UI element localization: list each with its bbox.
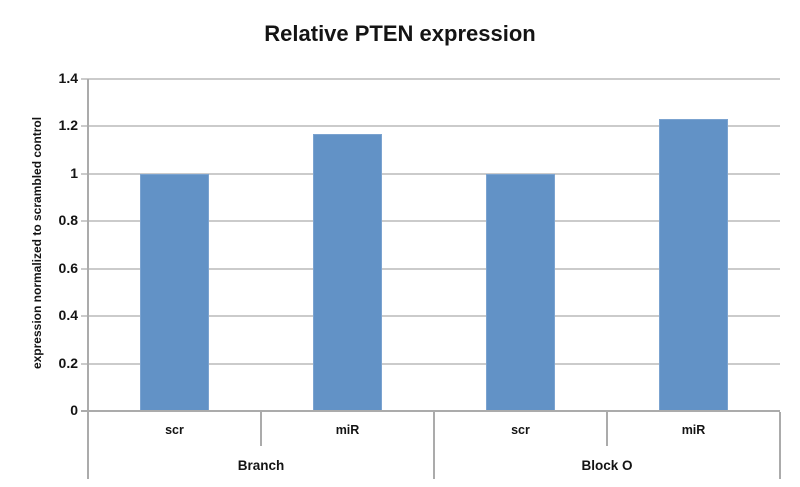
y-axis-line (87, 79, 89, 477)
chart-title: Relative PTEN expression (264, 21, 536, 46)
category-divider (260, 412, 262, 446)
y-tick-label: 0.6 (58, 259, 78, 276)
y-tick-label: 0.2 (58, 354, 78, 371)
category-divider (779, 412, 781, 479)
y-axis-title: expression normalized to scrambled contr… (30, 116, 44, 370)
gridline (81, 172, 780, 175)
bar-block-o-miR (659, 119, 728, 411)
gridline (81, 362, 780, 365)
gridline (81, 78, 780, 80)
plot-area (81, 78, 780, 411)
group-label-branch: Branch (237, 458, 285, 473)
y-tick-label: 1.4 (58, 70, 78, 86)
category-label-scr: scr (165, 423, 184, 437)
category-divider (606, 412, 608, 446)
bar-branch-miR (313, 134, 382, 411)
category-divider (87, 412, 89, 479)
category-divider (433, 412, 435, 479)
gridline (81, 315, 780, 318)
category-label-miR: miR (335, 423, 360, 437)
bar-branch-scr (140, 174, 209, 411)
category-label-miR: miR (681, 423, 706, 437)
y-tick-label: 1 (70, 164, 78, 181)
gridline (81, 125, 780, 128)
gridline (81, 267, 780, 270)
y-tick-label: 0.8 (58, 212, 78, 229)
x-axis-line (81, 410, 780, 412)
gridline (81, 220, 780, 223)
y-tick-label: 1.2 (58, 117, 78, 134)
group-label-block-o: Block O (581, 458, 633, 473)
bar-block-o-scr (486, 174, 555, 411)
y-tick-label: 0.4 (58, 307, 78, 324)
y-tick-label: 0 (70, 402, 78, 418)
category-label-scr: scr (511, 423, 530, 437)
